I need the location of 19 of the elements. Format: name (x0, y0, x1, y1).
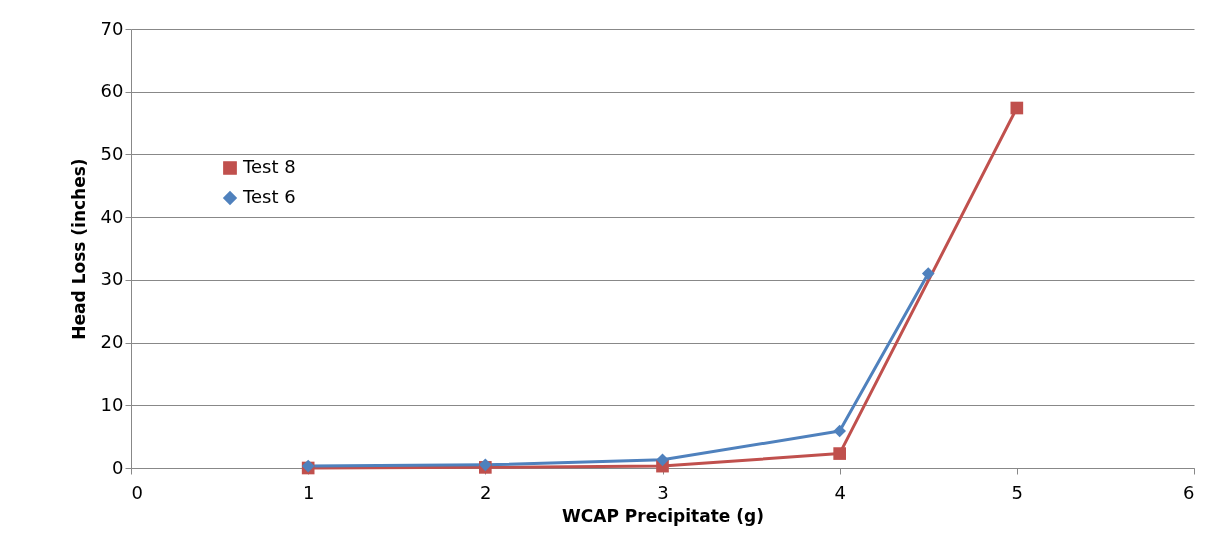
y-tick-label: 60 (100, 80, 124, 102)
x-tick-label: 0 (131, 481, 143, 503)
x-tick-label: 2 (480, 481, 492, 503)
x-tick-label: 5 (1011, 481, 1024, 503)
y-tick-label: 20 (100, 331, 124, 353)
y-tick-label: 10 (100, 393, 124, 415)
y-tick-label: 40 (100, 205, 124, 227)
y-tick-label: 0 (112, 456, 124, 478)
y-axis-title: Head Loss (inches) (68, 158, 89, 340)
y-tick-label: 50 (100, 142, 124, 164)
x-tick-label: 6 (1183, 481, 1195, 503)
legend-label: Test 8 (242, 156, 296, 177)
y-tick-label: 70 (100, 17, 124, 39)
x-tick-label: 1 (302, 481, 315, 503)
y-tick-label: 30 (100, 268, 124, 290)
x-axis-title: WCAP Precipitate (g) (562, 505, 764, 526)
legend-label: Test 6 (242, 186, 296, 207)
x-tick-label: 4 (834, 481, 846, 503)
x-tick-label: 3 (657, 481, 669, 503)
